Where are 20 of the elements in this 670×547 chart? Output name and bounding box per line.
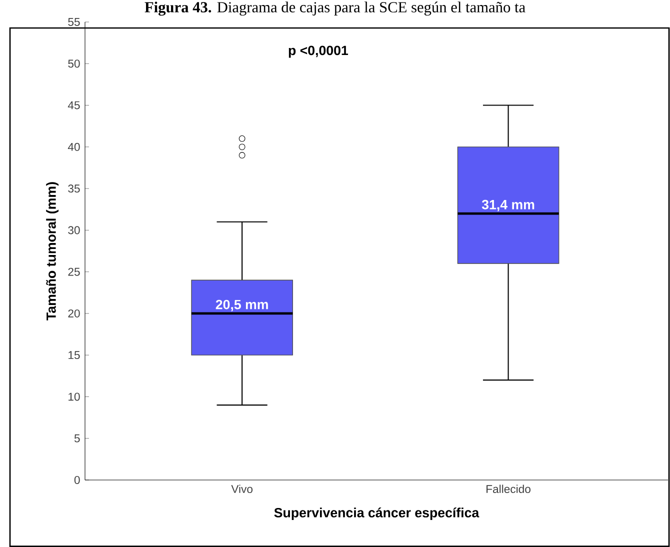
y-tick-label: 25 xyxy=(68,268,80,276)
y-axis-title: Tamaño tumoral (mm) xyxy=(46,182,59,320)
chart-title: Figura 43. Diagrama de cajas para la SCE según el tamaño ta xyxy=(144,2,526,16)
annotation: 20,5 mm xyxy=(216,300,268,312)
y-tick-label: 55 xyxy=(68,18,80,26)
y-tick-label: 45 xyxy=(68,101,80,110)
y-tick-label: 40 xyxy=(68,142,80,151)
x-axis-title: Supervivencia cáncer específica xyxy=(274,508,480,520)
y-tick-label: 20 xyxy=(68,309,80,318)
y-tick-label: 0 xyxy=(74,476,80,484)
y-tick-label: 50 xyxy=(68,60,80,68)
x-tick-label: Vivo xyxy=(231,484,253,494)
y-tick-label: 35 xyxy=(68,184,80,193)
annotation: 31,4 mm xyxy=(482,200,534,212)
annotation: p <0,0001 xyxy=(288,46,348,58)
y-tick-label: 30 xyxy=(68,226,80,234)
x-tick-label: Fallecido xyxy=(486,484,530,494)
y-tick-label: 10 xyxy=(68,392,80,401)
y-tick-label: 5 xyxy=(74,434,80,442)
y-tick-label: 15 xyxy=(68,351,80,360)
